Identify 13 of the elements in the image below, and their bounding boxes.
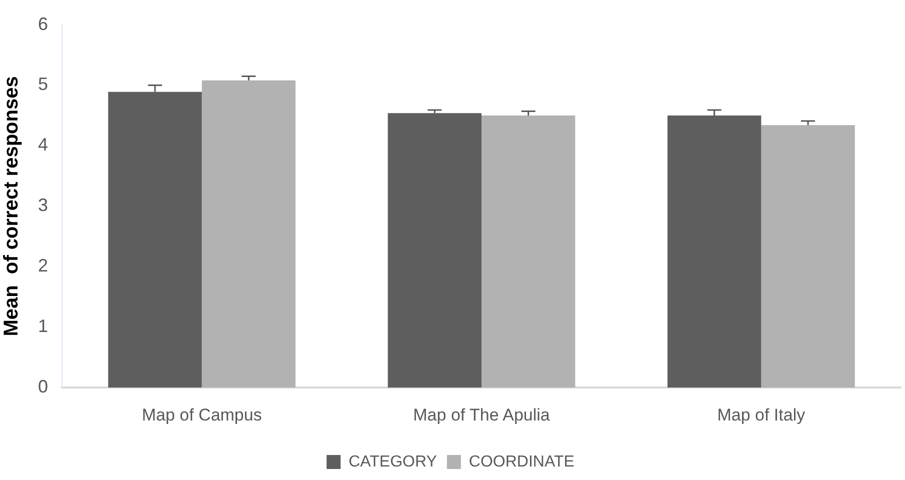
y-tick-label: 1 xyxy=(38,316,48,336)
x-tick-label: Map of Italy xyxy=(717,405,806,424)
legend-label: CATEGORY xyxy=(348,453,438,470)
y-tick-label: 2 xyxy=(38,256,48,276)
x-tick-label: Map of Campus xyxy=(142,405,262,424)
y-tick-label: 0 xyxy=(38,376,48,397)
legend-label: COORDINATE xyxy=(468,453,574,470)
y-tick-label: 4 xyxy=(38,134,48,155)
y-tick-label: 5 xyxy=(38,74,48,94)
y-tick-label: 3 xyxy=(38,195,48,216)
y-axis-title: Mean of correct responses xyxy=(0,76,23,336)
x-tick-label: Map of The Apulia xyxy=(413,405,550,424)
y-tick-label: 6 xyxy=(38,14,48,34)
